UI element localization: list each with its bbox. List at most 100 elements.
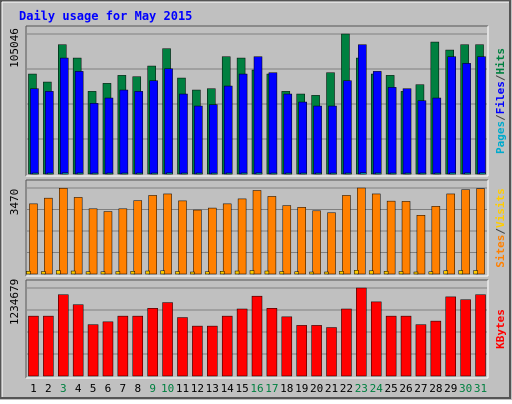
day-bars-3 <box>56 187 68 275</box>
day-bars-21 <box>324 212 336 275</box>
day-bars-31 <box>475 294 486 377</box>
x-tick-label: 8 <box>134 382 141 395</box>
day-bars-14 <box>221 315 233 377</box>
x-tick-label: 25 <box>385 382 398 395</box>
bar-pages <box>91 172 99 175</box>
bar-files <box>179 93 188 175</box>
x-tick-label: 22 <box>340 382 353 395</box>
bar-pages <box>151 172 158 175</box>
day-bars-12 <box>192 89 203 175</box>
day-bars-25 <box>385 75 397 175</box>
day-bars-14 <box>219 203 232 275</box>
day-bars-20 <box>309 210 321 275</box>
x-axis-day-labels: 1 2 3 4 5 6 7 8 9 10 11 12 13 14 15 16 17 18 19 20 21 22 23 24 2… <box>30 382 487 395</box>
side-label-part: Hits <box>494 48 507 75</box>
day-bars-23 <box>354 187 366 275</box>
x-tick-label: 29 <box>444 382 457 395</box>
day-bars-25 <box>383 200 396 275</box>
x-tick-label: 26 <box>399 382 412 395</box>
bar-visits <box>118 208 128 275</box>
day-bars-6 <box>100 211 113 275</box>
bar-files <box>313 105 322 175</box>
bar-sites <box>398 271 404 275</box>
day-bars-17 <box>264 196 277 275</box>
bar-kbytes <box>177 317 188 377</box>
day-bars-18 <box>279 205 292 275</box>
chart-panels: 105046Pages/Files/Hits3470Sites/Visits12… <box>8 25 507 379</box>
bar-files <box>358 44 367 175</box>
day-bars-4 <box>70 197 83 275</box>
bar-kbytes <box>58 294 69 377</box>
day-bars-5 <box>85 208 98 275</box>
day-bars-17 <box>266 308 278 377</box>
bar-files <box>104 97 114 175</box>
bar-sites <box>428 271 434 275</box>
bar-kbytes <box>356 287 367 377</box>
bar-kbytes <box>341 308 352 377</box>
bar-files <box>238 73 248 175</box>
day-bars-15 <box>236 57 248 175</box>
chart-title: Daily usage for May 2015 <box>19 9 192 23</box>
bar-kbytes <box>385 315 397 377</box>
bar-pages <box>166 172 173 175</box>
bar-kbytes <box>296 325 307 377</box>
day-bars-19 <box>294 207 306 275</box>
bar-sites <box>26 271 31 275</box>
day-bars-10 <box>160 193 172 275</box>
bar-sites <box>70 270 76 275</box>
day-bars-9 <box>147 308 158 377</box>
bar-sites <box>190 271 195 275</box>
x-tick-label: 27 <box>414 382 427 395</box>
day-bars-7 <box>115 208 128 275</box>
bar-kbytes <box>162 302 173 377</box>
bar-files <box>372 71 382 175</box>
bar-pages <box>76 172 84 175</box>
bar-visits <box>73 197 83 275</box>
day-bars-5 <box>87 91 99 175</box>
bar-files <box>447 56 456 175</box>
bar-visits <box>237 198 247 275</box>
day-bars-11 <box>175 200 187 275</box>
bar-visits <box>59 187 68 275</box>
bar-files <box>30 88 39 175</box>
bar-pages <box>270 172 278 175</box>
bar-visits <box>357 187 366 275</box>
bar-files <box>343 80 352 175</box>
bar-files <box>74 71 84 175</box>
day-bars-22 <box>339 195 351 275</box>
bar-visits <box>148 195 157 275</box>
bar-visits <box>267 196 277 275</box>
bar-visits <box>193 209 202 275</box>
day-bars-29 <box>443 193 455 275</box>
bar-kbytes <box>87 324 99 377</box>
bar-visits <box>282 205 292 275</box>
day-bars-17 <box>266 72 278 175</box>
bar-pages <box>255 172 263 175</box>
bar-sites <box>458 270 463 275</box>
bar-pages <box>434 172 442 175</box>
bar-sites <box>249 270 255 275</box>
day-bars-26 <box>400 88 412 175</box>
bar-pages <box>479 172 486 175</box>
bar-pages <box>389 172 397 175</box>
day-bars-3 <box>58 44 69 175</box>
bar-files <box>253 56 263 175</box>
day-bars-9 <box>145 195 157 275</box>
bar-files <box>60 57 69 175</box>
side-label-part: Sites <box>494 235 507 268</box>
x-tick-label: 9 <box>149 382 156 395</box>
x-tick-label: 18 <box>280 382 293 395</box>
side-label-part: / <box>494 228 507 235</box>
bar-kbytes <box>475 294 486 377</box>
x-tick-label: 14 <box>221 382 235 395</box>
bar-sites <box>473 270 478 275</box>
bar-sites <box>145 270 150 275</box>
day-bars-8 <box>132 76 144 175</box>
day-bars-27 <box>413 215 426 275</box>
side-label-part: / <box>494 74 507 81</box>
day-bars-31 <box>473 188 485 275</box>
x-tick-label: 31 <box>474 382 487 395</box>
bar-visits <box>401 201 411 275</box>
day-bars-12 <box>192 325 203 377</box>
